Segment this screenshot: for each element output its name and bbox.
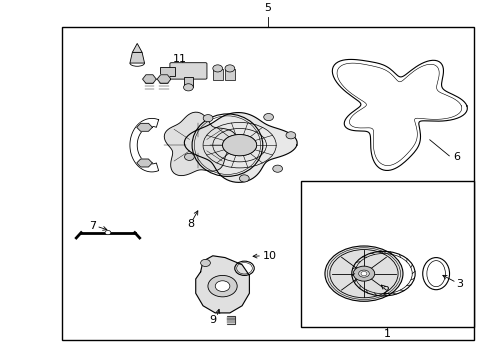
Polygon shape <box>164 112 236 176</box>
Text: 11: 11 <box>173 54 187 64</box>
Polygon shape <box>142 75 156 84</box>
Ellipse shape <box>352 266 374 281</box>
Circle shape <box>183 84 193 91</box>
Polygon shape <box>195 256 249 313</box>
Circle shape <box>207 275 237 297</box>
Circle shape <box>272 165 282 172</box>
Text: 8: 8 <box>187 219 194 229</box>
Polygon shape <box>132 44 142 52</box>
Text: 1: 1 <box>383 329 390 339</box>
Bar <box>306 224 312 236</box>
Circle shape <box>224 65 234 72</box>
Polygon shape <box>227 316 234 324</box>
Bar <box>300 181 473 327</box>
Text: 10: 10 <box>263 251 277 261</box>
Circle shape <box>212 65 222 72</box>
Bar <box>212 69 222 80</box>
Polygon shape <box>130 52 144 63</box>
Polygon shape <box>184 113 297 183</box>
Text: 3: 3 <box>456 279 463 289</box>
Circle shape <box>215 281 229 292</box>
Text: 4: 4 <box>305 239 312 249</box>
Ellipse shape <box>358 270 368 277</box>
Circle shape <box>200 259 210 266</box>
Polygon shape <box>137 123 152 131</box>
Circle shape <box>184 153 194 161</box>
Text: 7: 7 <box>88 221 96 231</box>
FancyBboxPatch shape <box>169 63 206 79</box>
Circle shape <box>303 221 315 230</box>
Circle shape <box>203 114 212 122</box>
Circle shape <box>105 230 111 235</box>
Bar <box>61 27 473 340</box>
Circle shape <box>360 271 366 276</box>
Circle shape <box>285 132 295 139</box>
Bar <box>160 67 174 76</box>
Circle shape <box>263 113 273 121</box>
Text: 6: 6 <box>452 152 459 162</box>
Polygon shape <box>157 75 170 84</box>
Polygon shape <box>137 159 152 167</box>
Text: 2: 2 <box>382 286 388 296</box>
Text: 5: 5 <box>264 3 271 13</box>
Bar <box>183 77 193 87</box>
Bar <box>224 69 234 80</box>
Ellipse shape <box>325 246 402 301</box>
Ellipse shape <box>222 135 256 156</box>
Circle shape <box>239 175 249 182</box>
Text: 9: 9 <box>209 315 216 325</box>
